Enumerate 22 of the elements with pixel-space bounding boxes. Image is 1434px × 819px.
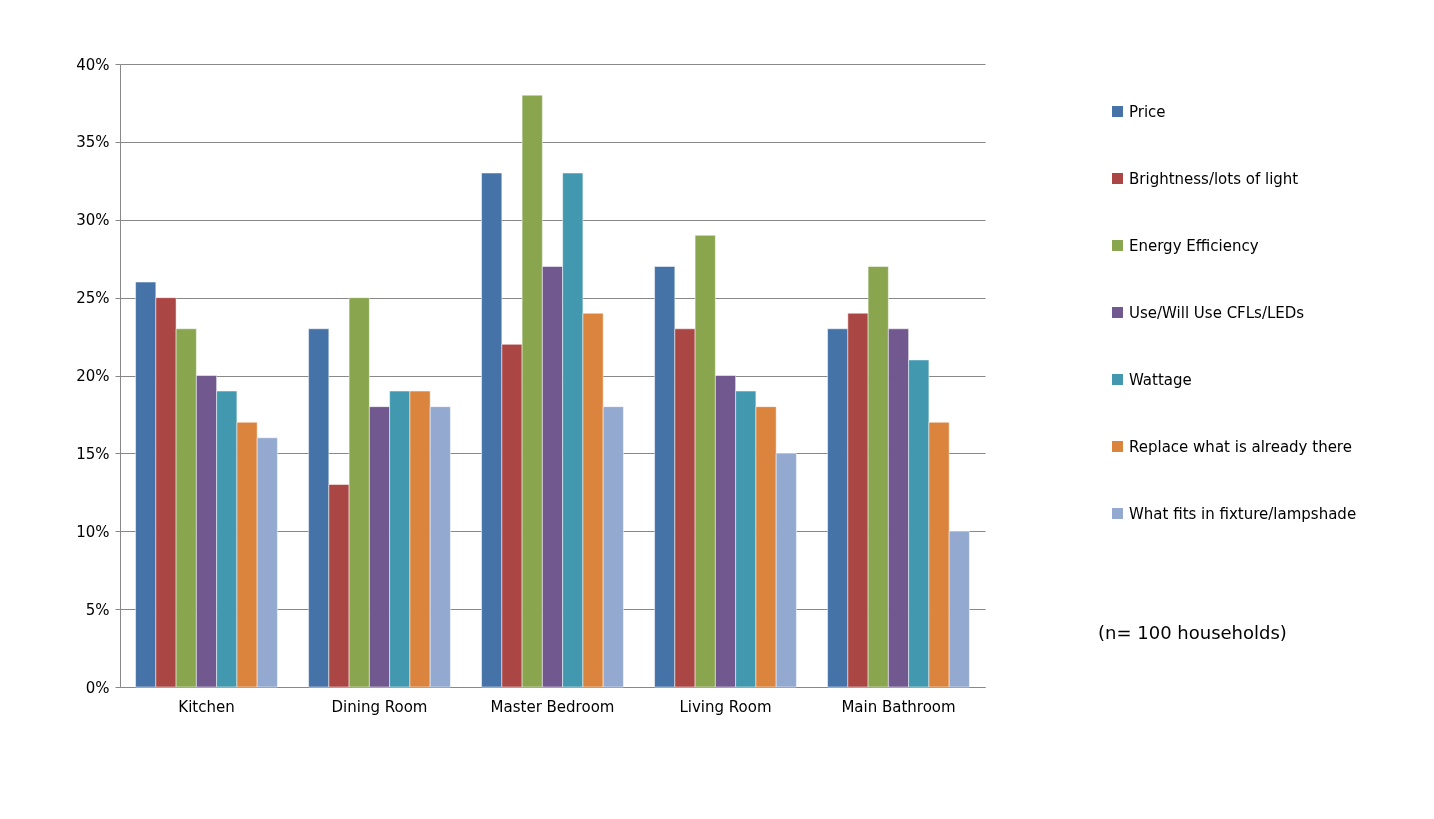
x-tick-label: Dining Room	[331, 697, 428, 716]
x-tick-label: Living Room	[679, 697, 772, 716]
legend-label: Price	[1129, 102, 1166, 121]
y-tick-label: 5%	[85, 600, 110, 619]
y-tick-label: 0%	[85, 678, 110, 697]
y-tick-label: 30%	[76, 211, 110, 230]
y-tick-label: 15%	[76, 444, 110, 463]
y-tick-label: 40%	[76, 55, 110, 74]
legend-label: Replace what is already there	[1129, 437, 1352, 456]
y-tick-label: 35%	[76, 133, 110, 152]
y-tick-label: 20%	[76, 367, 110, 385]
y-tick-label: 25%	[76, 289, 110, 308]
legend-label: Brightness/lots of light	[1129, 169, 1299, 188]
legend-label: Wattage	[1129, 370, 1192, 389]
text: (n= 100 households)	[1098, 622, 1287, 643]
x-tick-label: Main Bathroom	[841, 697, 956, 716]
legend-label: What fits in fixture/lampshade	[1129, 504, 1357, 523]
x-tick-label: Kitchen	[178, 697, 235, 716]
x-tick-label: Master Bedroom	[490, 697, 615, 716]
y-tick-label: 10%	[76, 522, 110, 541]
legend-label: Energy Efficiency	[1129, 236, 1259, 255]
legend-label: Use/Will Use CFLs/LEDs	[1129, 303, 1305, 322]
